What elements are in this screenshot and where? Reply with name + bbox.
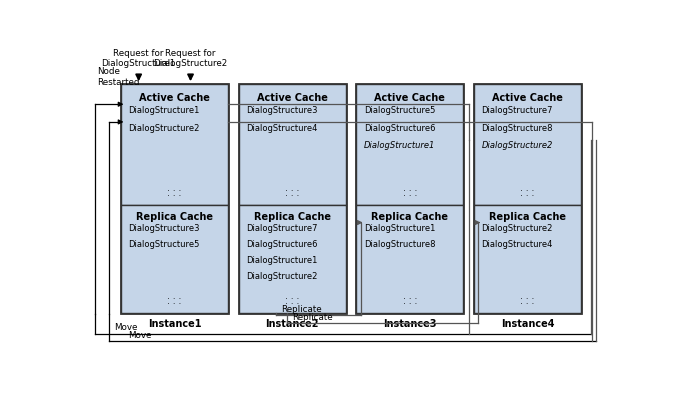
Bar [121, 84, 228, 313]
Text: DialogStructure6: DialogStructure6 [246, 240, 317, 249]
Text: . . .: . . . [520, 184, 535, 193]
Text: DialogStructure2: DialogStructure2 [482, 225, 553, 233]
Text: Node
Restarted: Node Restarted [97, 67, 139, 87]
Text: . . .: . . . [520, 189, 535, 198]
Text: Active Cache: Active Cache [375, 93, 445, 103]
Text: Move: Move [128, 331, 151, 340]
Text: . . .: . . . [167, 297, 181, 306]
Text: DialogStructure6: DialogStructure6 [364, 124, 435, 133]
Text: . . .: . . . [285, 184, 299, 193]
Text: Replica Cache: Replica Cache [136, 212, 213, 222]
Bar [356, 84, 463, 313]
Bar [356, 84, 463, 205]
Text: DialogStructure4: DialogStructure4 [482, 240, 553, 249]
Bar [474, 84, 581, 205]
Text: DialogStructure4: DialogStructure4 [246, 124, 317, 133]
Bar [239, 84, 346, 205]
Bar [239, 205, 346, 313]
Text: . . .: . . . [520, 297, 535, 306]
Text: Instance4: Instance4 [501, 319, 554, 329]
Text: . . .: . . . [402, 291, 417, 301]
Bar [121, 84, 228, 205]
Text: . . .: . . . [285, 297, 299, 306]
Text: Replica Cache: Replica Cache [489, 212, 566, 222]
Text: DialogStructure3: DialogStructure3 [128, 225, 200, 233]
Text: DialogStructure5: DialogStructure5 [128, 240, 200, 249]
Bar [356, 205, 463, 313]
Text: Instance2: Instance2 [266, 319, 319, 329]
Text: . . .: . . . [402, 297, 417, 306]
Bar [239, 84, 346, 313]
Text: Instance3: Instance3 [383, 319, 437, 329]
Text: . . .: . . . [167, 189, 181, 198]
Text: . . .: . . . [285, 291, 299, 301]
Text: DialogStructure1: DialogStructure1 [364, 225, 435, 233]
Text: DialogStructure8: DialogStructure8 [364, 240, 435, 249]
Text: Request for
DialogStructure2: Request for DialogStructure2 [153, 49, 228, 69]
Text: DialogStructure1: DialogStructure1 [364, 141, 435, 150]
Text: DialogStructure2: DialogStructure2 [482, 141, 553, 150]
Text: DialogStructure3: DialogStructure3 [246, 106, 317, 115]
Text: . . .: . . . [402, 189, 417, 198]
Bar [474, 205, 581, 313]
Bar [121, 205, 228, 313]
Text: DialogStructure1: DialogStructure1 [246, 256, 317, 265]
Text: Active Cache: Active Cache [492, 93, 563, 103]
Text: DialogStructure2: DialogStructure2 [246, 272, 317, 281]
Text: Replicate: Replicate [282, 305, 322, 314]
Text: . . .: . . . [167, 184, 181, 193]
Text: DialogStructure2: DialogStructure2 [128, 124, 200, 133]
Text: DialogStructure8: DialogStructure8 [482, 124, 553, 133]
Text: DialogStructure5: DialogStructure5 [364, 106, 435, 115]
Text: Instance1: Instance1 [148, 319, 201, 329]
Text: DialogStructure1: DialogStructure1 [128, 106, 200, 115]
Text: Move: Move [114, 323, 137, 332]
Text: . . .: . . . [402, 184, 417, 193]
Text: . . .: . . . [167, 291, 181, 301]
Text: Request for
DialogStructure1: Request for DialogStructure1 [101, 49, 176, 69]
Text: Replica Cache: Replica Cache [371, 212, 448, 222]
Text: Active Cache: Active Cache [257, 93, 328, 103]
Text: . . .: . . . [520, 291, 535, 301]
Text: Replicate: Replicate [292, 313, 333, 322]
Text: Active Cache: Active Cache [139, 93, 210, 103]
Text: . . .: . . . [285, 189, 299, 198]
Bar [474, 84, 581, 313]
Text: DialogStructure7: DialogStructure7 [482, 106, 553, 115]
Text: DialogStructure7: DialogStructure7 [246, 225, 317, 233]
Text: Replica Cache: Replica Cache [254, 212, 331, 222]
